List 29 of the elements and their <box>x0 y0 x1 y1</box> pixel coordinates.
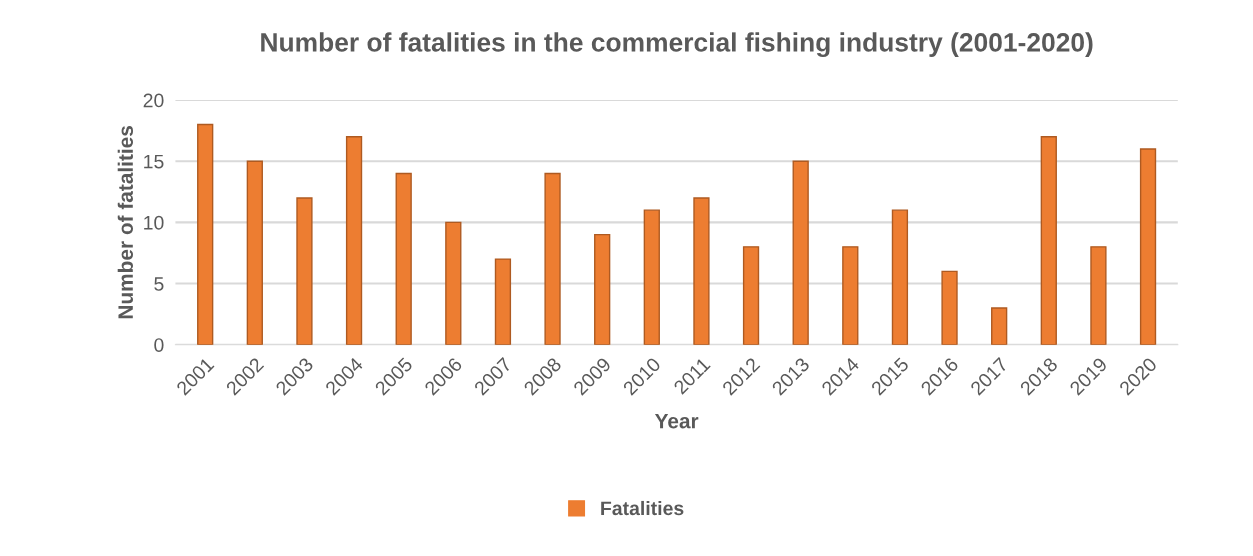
bar <box>693 197 710 345</box>
bar <box>1090 246 1107 345</box>
bar <box>1139 148 1157 345</box>
bar <box>941 270 958 345</box>
y-tick-label: 5 <box>154 277 164 291</box>
bar <box>891 209 909 345</box>
bar <box>246 160 263 345</box>
x-axis-title: Year <box>654 413 699 429</box>
chart-title: Number of fatalities in the commercial fishing industry (2001-2020) <box>261 32 1093 58</box>
bar <box>296 197 313 345</box>
bar <box>395 172 412 345</box>
bar <box>643 209 660 345</box>
bar <box>494 258 512 345</box>
bar <box>445 221 462 345</box>
y-tick-label: 15 <box>144 154 164 169</box>
y-tick-label: 0 <box>154 338 164 352</box>
bar <box>792 160 809 345</box>
bar <box>197 123 214 345</box>
bar <box>345 136 363 345</box>
bar <box>1040 136 1057 345</box>
bar <box>594 233 611 345</box>
legend-label: Fatalities <box>601 500 684 516</box>
bar <box>742 246 760 345</box>
bar <box>991 307 1008 345</box>
y-axis-title: Number of fatalities <box>117 126 134 319</box>
bar <box>842 246 859 345</box>
y-tick-label: 10 <box>144 215 164 230</box>
y-tick-label: 20 <box>143 93 164 108</box>
bar <box>544 172 561 345</box>
